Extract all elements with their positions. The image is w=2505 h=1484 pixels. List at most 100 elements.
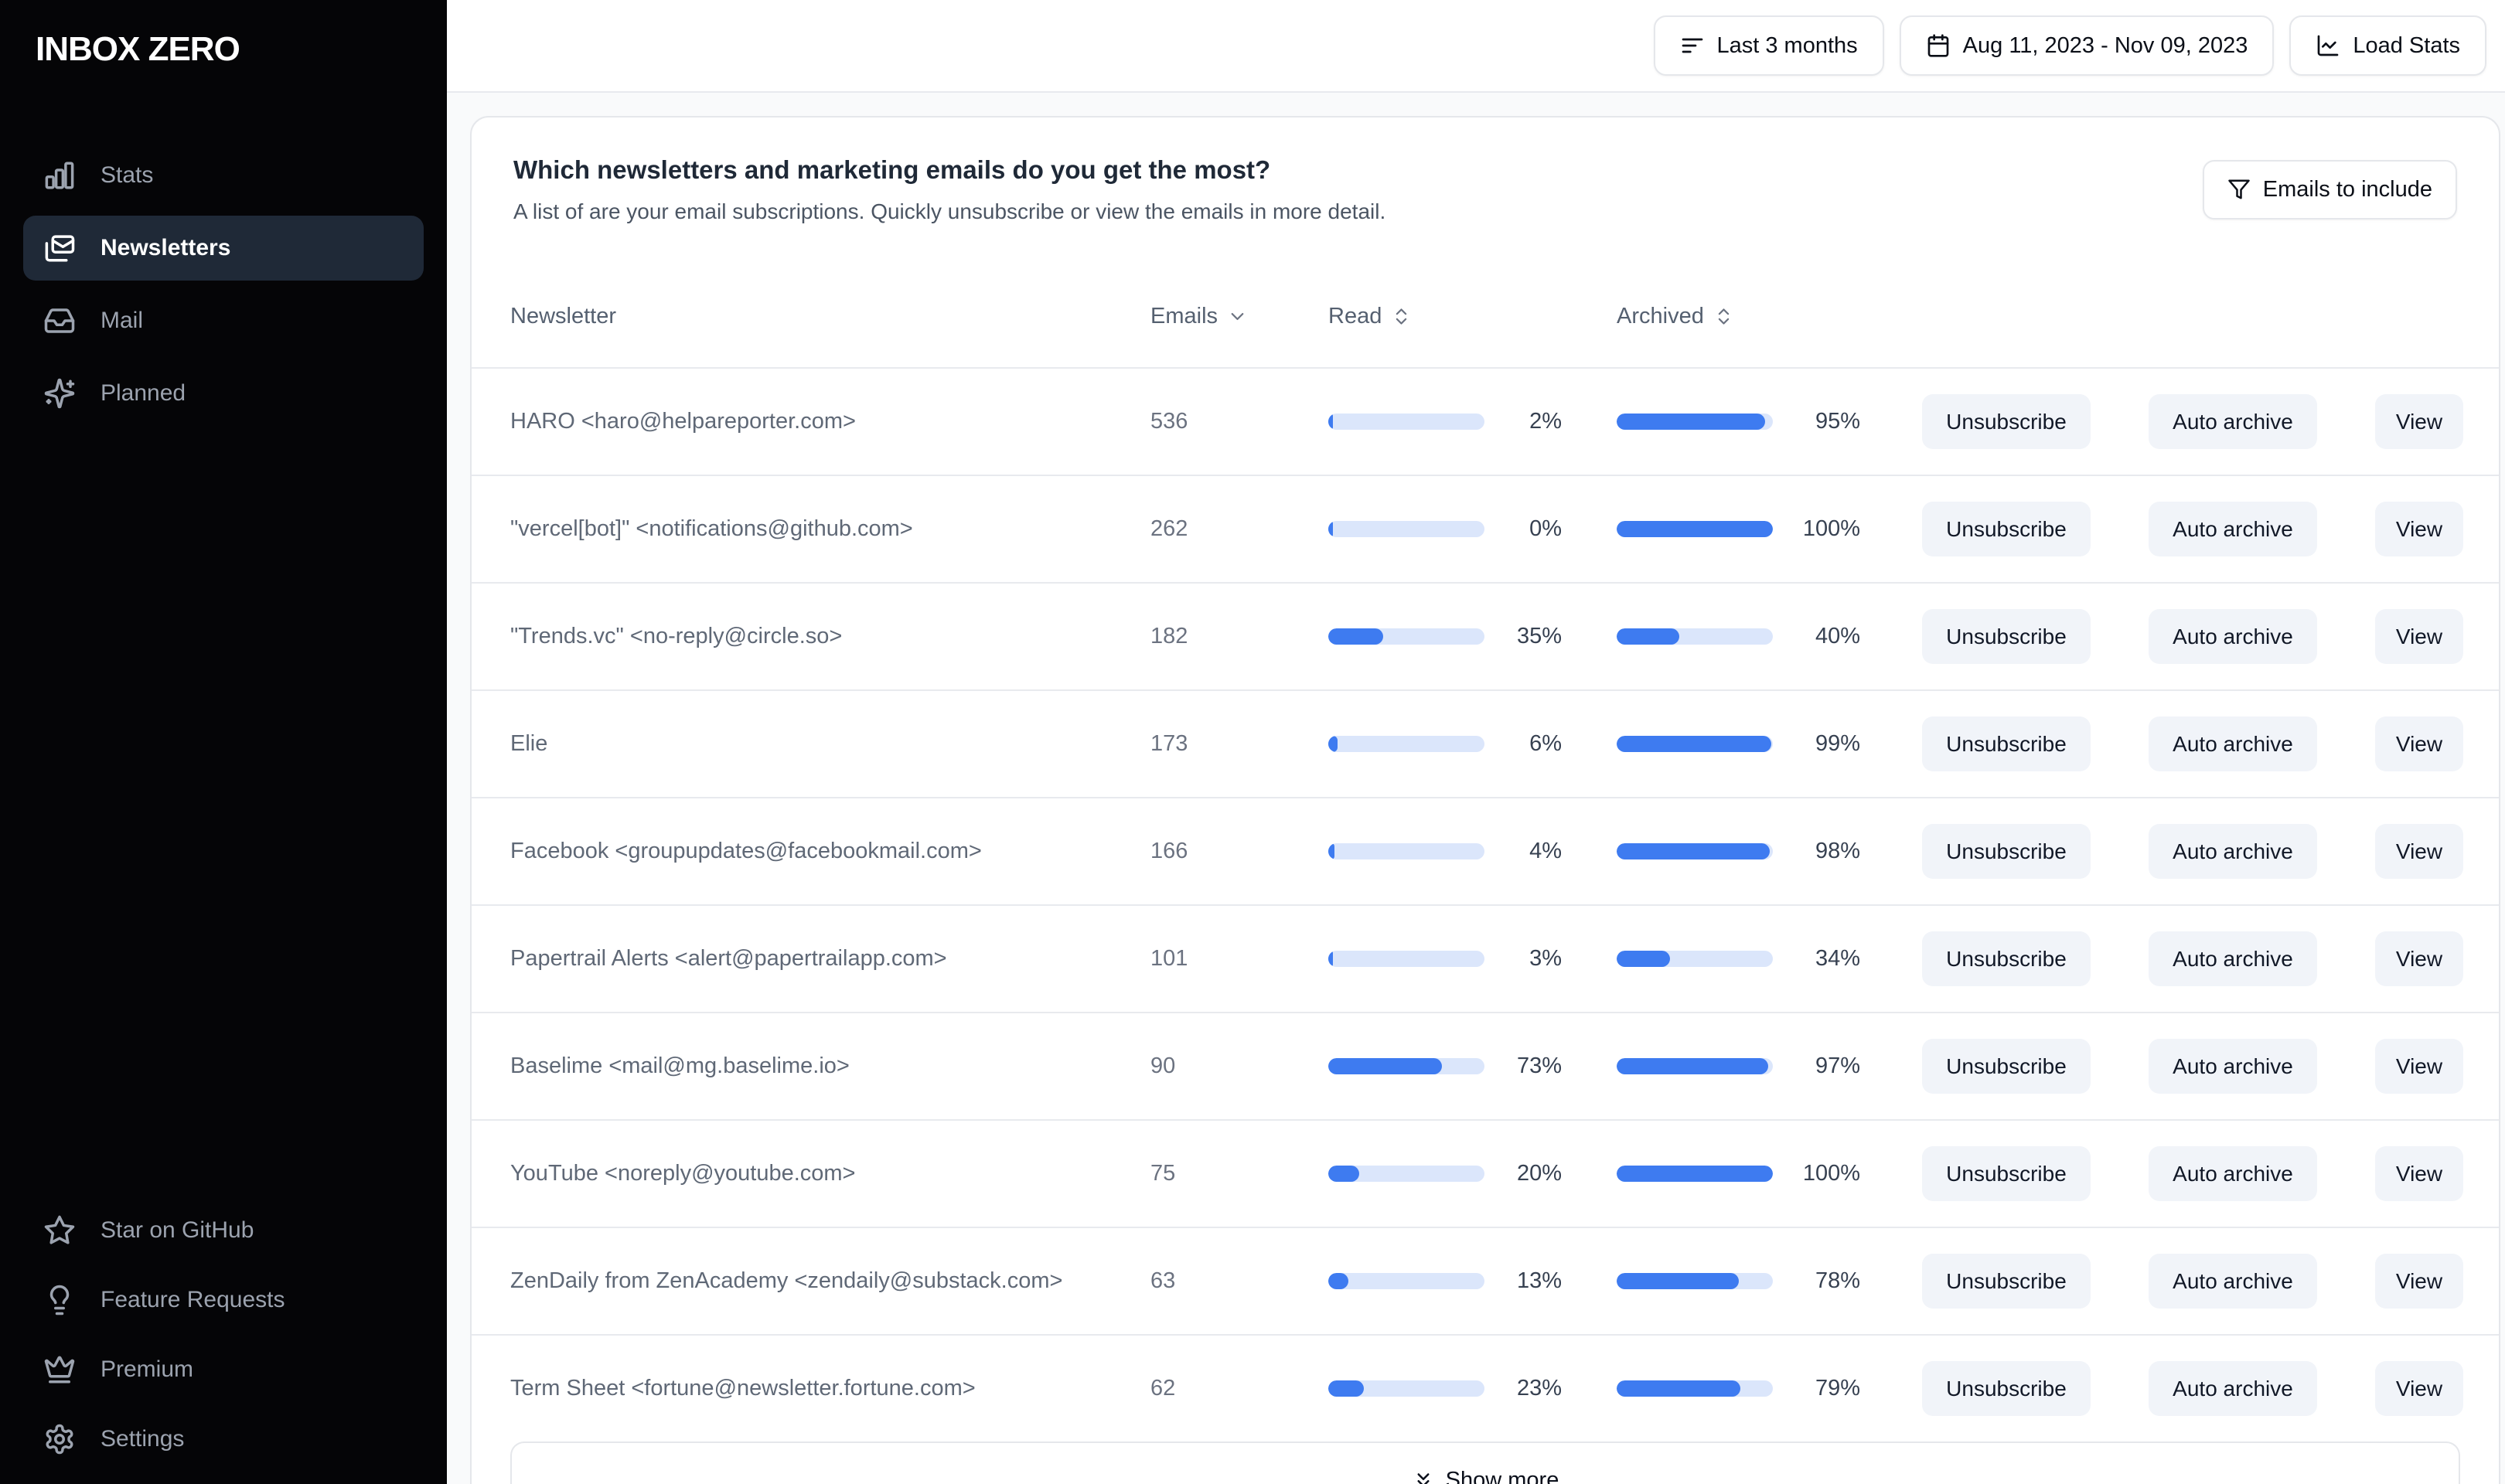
- unsubscribe-button[interactable]: Unsubscribe: [1922, 394, 2091, 449]
- read-percent: 3%: [1529, 946, 1562, 971]
- unsubscribe-button[interactable]: Unsubscribe: [1922, 1039, 2091, 1094]
- chevrons-up-down-icon: [1713, 306, 1734, 327]
- mails-icon: [43, 232, 76, 264]
- card-header: Which newsletters and marketing emails d…: [472, 117, 2499, 226]
- card-subtitle: A list of are your email subscriptions. …: [513, 199, 1386, 223]
- auto-archive-button[interactable]: Auto archive: [2149, 1146, 2317, 1201]
- unsubscribe-button[interactable]: Unsubscribe: [1922, 609, 2091, 664]
- archived-progressbar: [1617, 521, 1773, 537]
- row-actions: Unsubscribe Auto archive View: [1922, 1361, 2463, 1416]
- newsletter-name: ZenDaily from ZenAcademy <zendaily@subst…: [510, 1268, 1063, 1293]
- sidebar-item-newsletters[interactable]: Newsletters: [23, 216, 424, 281]
- row-actions: Unsubscribe Auto archive View: [1922, 931, 2463, 986]
- view-button[interactable]: View: [2375, 394, 2463, 449]
- table-row: Facebook <groupupdates@facebookmail.com>…: [472, 797, 2499, 904]
- archived-percent: 79%: [1815, 1376, 1860, 1401]
- emails-count: 62: [1150, 1376, 1176, 1401]
- sidebar-nav: Stats Newsletters Mail Planned: [23, 143, 424, 426]
- auto-archive-button[interactable]: Auto archive: [2149, 1254, 2317, 1309]
- newsletter-name: Baselime <mail@mg.baselime.io>: [510, 1053, 850, 1078]
- newsletter-name: Facebook <groupupdates@facebookmail.com>: [510, 839, 982, 863]
- unsubscribe-button[interactable]: Unsubscribe: [1922, 1146, 2091, 1201]
- sidebar-item-label: Star on GitHub: [101, 1217, 254, 1243]
- view-button[interactable]: View: [2375, 824, 2463, 879]
- unsubscribe-button[interactable]: Unsubscribe: [1922, 1361, 2091, 1416]
- archived-progressbar: [1617, 414, 1773, 430]
- sidebar-item-label: Stats: [101, 162, 154, 188]
- sidebar-item-feature-requests[interactable]: Feature Requests: [23, 1268, 424, 1333]
- column-header-emails[interactable]: Emails: [1150, 304, 1328, 329]
- view-button[interactable]: View: [2375, 609, 2463, 664]
- column-header-archived[interactable]: Archived: [1617, 304, 1860, 329]
- sidebar-item-stats[interactable]: Stats: [23, 143, 424, 208]
- row-actions: Unsubscribe Auto archive View: [1922, 1254, 2463, 1309]
- auto-archive-button[interactable]: Auto archive: [2149, 1361, 2317, 1416]
- auto-archive-button[interactable]: Auto archive: [2149, 1039, 2317, 1094]
- auto-archive-button[interactable]: Auto archive: [2149, 394, 2317, 449]
- sidebar-item-mail[interactable]: Mail: [23, 288, 424, 353]
- read-progressbar: [1328, 1166, 1484, 1182]
- load-stats-button[interactable]: Load Stats: [2289, 15, 2486, 76]
- view-button[interactable]: View: [2375, 1361, 2463, 1416]
- sidebar-item-premium[interactable]: Premium: [23, 1337, 424, 1402]
- date-range-picker-button[interactable]: Aug 11, 2023 - Nov 09, 2023: [1899, 15, 2275, 76]
- auto-archive-button[interactable]: Auto archive: [2149, 716, 2317, 771]
- emails-count: 101: [1150, 946, 1188, 971]
- emails-count: 262: [1150, 516, 1188, 541]
- row-actions: Unsubscribe Auto archive View: [1922, 394, 2463, 449]
- view-button[interactable]: View: [2375, 1254, 2463, 1309]
- column-label: Archived: [1617, 304, 1704, 328]
- unsubscribe-button[interactable]: Unsubscribe: [1922, 502, 2091, 556]
- archived-progressbar: [1617, 951, 1773, 967]
- load-stats-label: Load Stats: [2353, 32, 2460, 58]
- read-percent: 20%: [1516, 1161, 1562, 1186]
- unsubscribe-button[interactable]: Unsubscribe: [1922, 1254, 2091, 1309]
- view-button[interactable]: View: [2375, 716, 2463, 771]
- auto-archive-button[interactable]: Auto archive: [2149, 931, 2317, 986]
- filter-lines-icon: [1680, 33, 1705, 58]
- emails-count: 166: [1150, 839, 1188, 863]
- read-progressbar: [1328, 1380, 1484, 1397]
- date-range-preset-label: Last 3 months: [1716, 32, 1858, 58]
- gear-icon: [43, 1423, 76, 1455]
- emails-count: 90: [1150, 1053, 1176, 1078]
- sidebar-item-label: Settings: [101, 1426, 185, 1452]
- archived-percent: 40%: [1815, 624, 1860, 648]
- date-range-label: Aug 11, 2023 - Nov 09, 2023: [1962, 32, 2248, 58]
- table-row: Elie 173 6% 99% Unsubscribe Auto archive View: [472, 689, 2499, 797]
- archived-percent: 100%: [1802, 1161, 1860, 1186]
- table-row: Baselime <mail@mg.baselime.io> 90 73% 97% Un…: [472, 1012, 2499, 1119]
- table-row: ZenDaily from ZenAcademy <zendaily@subst…: [472, 1227, 2499, 1334]
- unsubscribe-button[interactable]: Unsubscribe: [1922, 931, 2091, 986]
- date-range-preset-button[interactable]: Last 3 months: [1653, 15, 1884, 76]
- view-button[interactable]: View: [2375, 1039, 2463, 1094]
- auto-archive-button[interactable]: Auto archive: [2149, 609, 2317, 664]
- sidebar-item-label: Planned: [101, 380, 186, 406]
- view-button[interactable]: View: [2375, 1146, 2463, 1201]
- read-progressbar: [1328, 628, 1484, 645]
- auto-archive-button[interactable]: Auto archive: [2149, 824, 2317, 879]
- newsletter-name: Papertrail Alerts <alert@papertrailapp.c…: [510, 946, 947, 971]
- newsletters-card: Which newsletters and marketing emails d…: [470, 116, 2500, 1484]
- archived-progressbar: [1617, 1166, 1773, 1182]
- sidebar-item-star-on-github[interactable]: Star on GitHub: [23, 1198, 424, 1263]
- table-row: YouTube <noreply@youtube.com> 75 20% 100% Un…: [472, 1119, 2499, 1227]
- emails-count: 173: [1150, 731, 1188, 756]
- unsubscribe-button[interactable]: Unsubscribe: [1922, 824, 2091, 879]
- table-row: "vercel[bot]" <notifications@github.com>…: [472, 475, 2499, 582]
- view-button[interactable]: View: [2375, 502, 2463, 556]
- read-percent: 13%: [1516, 1268, 1562, 1293]
- archived-progressbar: [1617, 1058, 1773, 1074]
- unsubscribe-button[interactable]: Unsubscribe: [1922, 716, 2091, 771]
- emails-to-include-button[interactable]: Emails to include: [2202, 159, 2457, 220]
- topbar: Last 3 months Aug 11, 2023 - Nov 09, 202…: [447, 0, 2505, 93]
- auto-archive-button[interactable]: Auto archive: [2149, 502, 2317, 556]
- column-header-read[interactable]: Read: [1328, 304, 1562, 329]
- row-actions: Unsubscribe Auto archive View: [1922, 1039, 2463, 1094]
- show-more-button[interactable]: Show more: [1412, 1458, 1559, 1484]
- archived-progressbar: [1617, 628, 1773, 645]
- sidebar-item-settings[interactable]: Settings: [23, 1407, 424, 1472]
- chevrons-down-icon: [1412, 1469, 1435, 1484]
- view-button[interactable]: View: [2375, 931, 2463, 986]
- sidebar-item-planned[interactable]: Planned: [23, 361, 424, 426]
